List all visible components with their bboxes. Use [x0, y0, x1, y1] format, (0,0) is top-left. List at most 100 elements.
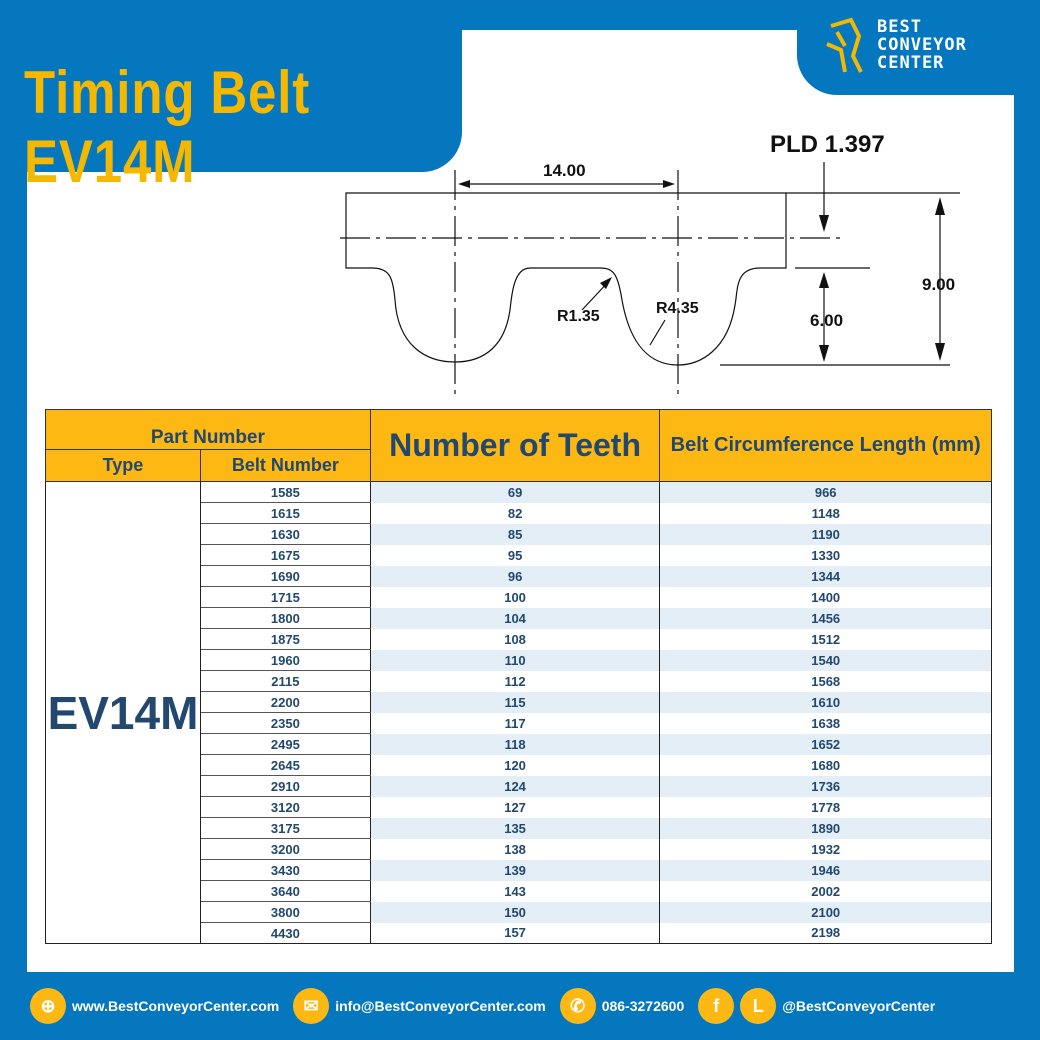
table-row: 3430 139 1946 — [46, 859, 992, 881]
tooth-height-label: 6.00 — [810, 311, 843, 330]
table-row: 2200 115 1610 — [46, 691, 992, 713]
page-title: Timing Belt EV14M — [24, 59, 311, 195]
table-row: 4430 157 2198 — [46, 922, 992, 944]
table-row: 2495 118 1652 — [46, 733, 992, 755]
teeth-cell: 118 — [369, 733, 661, 755]
teeth-cell: 138 — [369, 838, 661, 860]
length-cell: 1568 — [659, 670, 992, 692]
length-cell: 1652 — [659, 733, 992, 755]
header-part-number: Part Number — [45, 409, 371, 450]
length-cell: 1344 — [659, 565, 992, 587]
belt-profile-diagram: 14.00 PLD 1.397 9.00 6.00 R1.35 R4.35 — [340, 131, 960, 400]
length-cell: 1512 — [659, 628, 992, 650]
teeth-cell: 100 — [369, 586, 661, 608]
belt-number-cell: 2350 — [199, 712, 371, 734]
length-cell: 1778 — [659, 796, 992, 818]
teeth-cell: 112 — [369, 670, 661, 692]
length-cell: 1148 — [659, 502, 992, 524]
email-icon: ✉ — [293, 988, 330, 1024]
table-row: 1675 95 1330 — [46, 544, 992, 566]
table-row: 1615 82 1148 — [46, 502, 992, 524]
length-cell: 1736 — [659, 775, 992, 797]
belt-number-cell: 2645 — [199, 754, 371, 776]
header-teeth: Number of Teeth — [369, 409, 661, 482]
teeth-cell: 127 — [369, 796, 661, 818]
length-cell: 1190 — [659, 523, 992, 545]
table-row: 2645 120 1680 — [46, 754, 992, 776]
table-row: 1715 100 1400 — [46, 586, 992, 608]
belt-number-cell: 1585 — [199, 481, 371, 503]
length-cell: 1456 — [659, 607, 992, 629]
teeth-cell: 82 — [369, 502, 661, 524]
teeth-cell: 143 — [369, 880, 661, 902]
website-link[interactable]: www.BestConveyorCenter.com — [72, 998, 280, 1014]
teeth-cell: 95 — [369, 544, 661, 566]
header-type: Type — [45, 449, 201, 482]
table-row: 1800 104 1456 — [46, 607, 992, 629]
title-banner: Timing Belt EV14M — [0, 0, 462, 195]
table-row: 3800 150 2100 — [46, 901, 992, 923]
belt-number-cell: 1715 — [199, 586, 371, 608]
length-cell: 1680 — [659, 754, 992, 776]
logo-mark-icon — [826, 17, 863, 73]
teeth-cell: 104 — [369, 607, 661, 629]
belt-outline — [345, 192, 787, 366]
header-length: Belt Circumference Length (mm) — [659, 409, 992, 482]
belt-number-cell: 2200 — [199, 691, 371, 713]
logo-text: BEST — [877, 17, 922, 37]
belt-number-cell: 1875 — [199, 628, 371, 650]
table-row: 3640 143 2002 — [46, 880, 992, 902]
teeth-cell: 135 — [369, 817, 661, 839]
teeth-cell: 124 — [369, 775, 661, 797]
length-cell: 966 — [659, 481, 992, 503]
length-cell: 2198 — [659, 922, 992, 944]
teeth-cell: 96 — [369, 565, 661, 587]
length-cell: 1638 — [659, 712, 992, 734]
table-row: EV14M 1585 69 966 — [45, 481, 992, 944]
length-cell: 1330 — [659, 544, 992, 566]
length-cell: 2002 — [659, 880, 992, 902]
table-row: 2910 124 1736 — [46, 775, 992, 797]
length-cell: 1890 — [659, 817, 992, 839]
teeth-cell: 139 — [369, 859, 661, 881]
belt-number-cell: 2115 — [199, 670, 371, 692]
social-handle[interactable]: @BestConveyorCenter — [782, 998, 936, 1014]
table-row: 2350 117 1638 — [46, 712, 992, 734]
table-row: 3120 127 1778 — [46, 796, 992, 818]
belt-number-cell: 1630 — [199, 523, 371, 545]
table-row: 1960 110 1540 — [46, 649, 992, 671]
email-link[interactable]: info@BestConveyorCenter.com — [335, 998, 546, 1014]
facebook-icon[interactable]: f — [698, 988, 735, 1024]
length-cell: 1610 — [659, 691, 992, 713]
pitch-label: 14.00 — [543, 161, 586, 180]
length-cell: 1946 — [659, 859, 992, 881]
table-row: 3200 138 1932 — [46, 838, 992, 860]
logo-text: CONVEYOR — [877, 35, 967, 55]
length-cell: 1400 — [659, 586, 992, 608]
length-cell: 1540 — [659, 649, 992, 671]
belt-number-cell: 1615 — [199, 502, 371, 524]
belt-number-cell: 2910 — [199, 775, 371, 797]
height-label: 9.00 — [922, 275, 955, 294]
length-cell: 1932 — [659, 838, 992, 860]
phone-number[interactable]: 086-3272600 — [601, 998, 685, 1014]
teeth-cell: 69 — [369, 481, 661, 503]
pld-label: PLD 1.397 — [770, 131, 885, 158]
teeth-cell: 117 — [369, 712, 661, 734]
teeth-cell: 120 — [369, 754, 661, 776]
teeth-cell: 110 — [369, 649, 661, 671]
belt-number-cell: 4430 — [199, 922, 371, 944]
type-cell: EV14M — [45, 481, 201, 944]
table-row: 2115 112 1568 — [46, 670, 992, 692]
belt-number-cell: 3640 — [199, 880, 371, 902]
teeth-cell: 115 — [369, 691, 661, 713]
footer: ⊕ www.BestConveyorCenter.com ✉ info@Best… — [30, 988, 943, 1024]
logo-text: CENTER — [877, 53, 945, 73]
belt-number-cell: 3200 — [199, 838, 371, 860]
belt-number-cell: 1960 — [199, 649, 371, 671]
line-icon[interactable]: L — [740, 988, 777, 1024]
table-row: 1630 85 1190 — [46, 523, 992, 545]
length-cell: 2100 — [659, 901, 992, 923]
belt-number-cell: 2495 — [199, 733, 371, 755]
radius1-label: R1.35 — [557, 308, 600, 325]
